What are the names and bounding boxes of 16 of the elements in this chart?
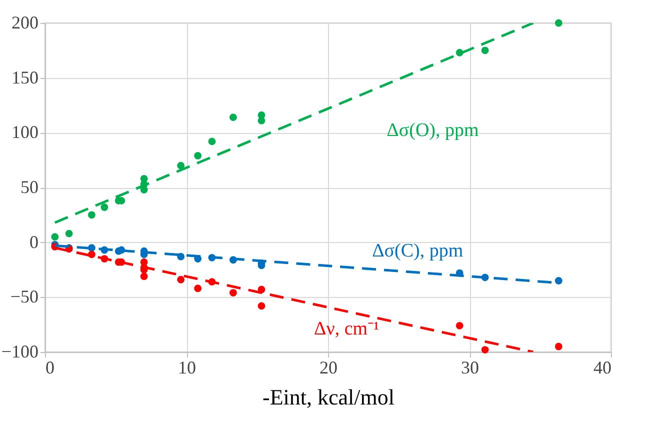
y-tick-label: 50 bbox=[20, 177, 38, 197]
x-axis-title: -Eint, kcal/mol bbox=[262, 384, 394, 410]
series-label: Δσ(O), ppm bbox=[386, 120, 480, 141]
series-label: Δν, cm⁻¹ bbox=[314, 318, 380, 340]
x-tick-label: 10 bbox=[178, 358, 196, 378]
x-tick-label: 40 bbox=[594, 358, 612, 378]
y-tick-label: 150 bbox=[12, 67, 38, 88]
series-label: Δσ(C), ppm bbox=[372, 240, 464, 262]
y-tick-label: −50 bbox=[10, 286, 38, 307]
y-tick-label: 200 bbox=[12, 12, 38, 32]
y-tick-label: 0 bbox=[30, 232, 38, 252]
y-tick-label: −100 bbox=[1, 342, 38, 362]
x-tick-label: 0 bbox=[46, 358, 54, 378]
x-tick-label: 30 bbox=[461, 358, 479, 378]
y-tick-label: 100 bbox=[12, 122, 38, 142]
x-tick-label: 20 bbox=[320, 358, 338, 378]
